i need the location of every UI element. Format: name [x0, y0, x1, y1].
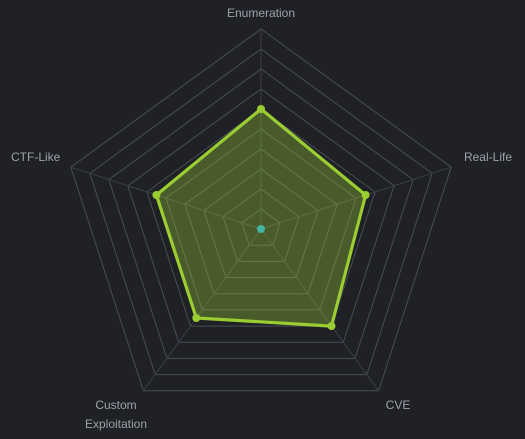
data-point-cve[interactable]	[328, 322, 336, 330]
data-point-enumeration[interactable]	[257, 105, 265, 113]
axis-label-cve: CVE	[386, 398, 411, 412]
data-point-custom-exploitation[interactable]	[192, 314, 200, 322]
axis-label-real-life: Real-Life	[464, 150, 512, 164]
data-point-ctf-like[interactable]	[152, 191, 160, 199]
axis-label-enumeration: Enumeration	[227, 6, 295, 20]
series-area-0	[156, 109, 365, 326]
axis-label-line: Real-Life	[464, 150, 512, 164]
series-layer	[152, 105, 369, 330]
center-dot	[257, 225, 265, 233]
axis-label-line: Enumeration	[227, 6, 295, 20]
axis-label-line: Exploitation	[85, 417, 147, 431]
data-point-real-life[interactable]	[362, 191, 370, 199]
axis-label-line: CVE	[386, 398, 411, 412]
axis-label-line: Custom	[95, 398, 136, 412]
axis-label-line: CTF-Like	[11, 150, 61, 164]
axis-label-custom-exploitation: Custom Exploitation	[85, 398, 147, 431]
axis-label-ctf-like: CTF-Like	[11, 150, 61, 164]
